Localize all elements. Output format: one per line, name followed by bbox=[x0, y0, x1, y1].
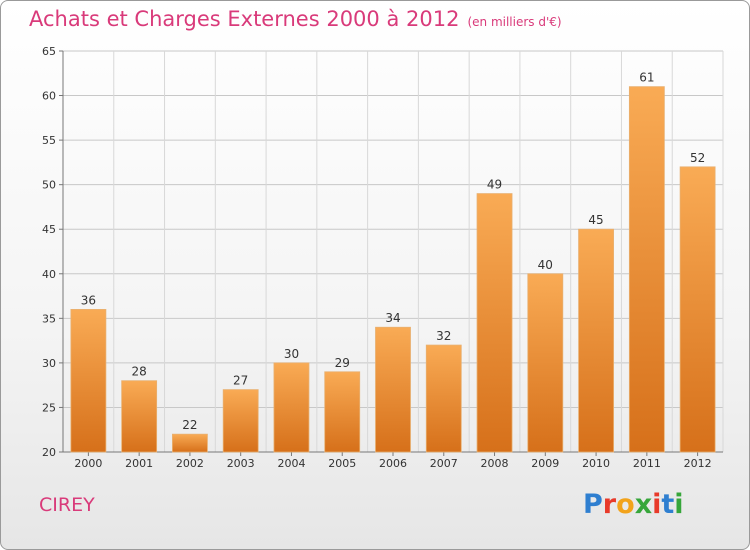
x-tick-label: 2006 bbox=[379, 457, 407, 470]
data-label-2005: 29 bbox=[335, 356, 350, 370]
data-label-2011: 61 bbox=[639, 71, 654, 85]
y-tick-label: 20 bbox=[42, 446, 56, 459]
x-tick-label: 2000 bbox=[74, 457, 102, 470]
proxiti-logo[interactable]: Proxiti bbox=[583, 489, 684, 520]
data-label-2012: 52 bbox=[690, 151, 705, 165]
x-tick-label: 2003 bbox=[227, 457, 255, 470]
x-tick-label: 2005 bbox=[328, 457, 356, 470]
bar-2006 bbox=[375, 326, 411, 453]
y-tick-labels: 20 25 30 35 40 45 50 55 60 65 bbox=[42, 45, 56, 459]
x-tick-label: 2004 bbox=[277, 457, 305, 470]
y-tick-label: 40 bbox=[42, 268, 56, 281]
x-tick-label: 2012 bbox=[684, 457, 712, 470]
y-tick-label: 50 bbox=[42, 179, 56, 192]
bar-2010 bbox=[578, 228, 614, 453]
data-label-2010: 45 bbox=[588, 213, 603, 227]
x-tick-label: 2010 bbox=[582, 457, 610, 470]
data-label-2001: 28 bbox=[132, 365, 147, 379]
x-tick-labels: 2000 2001 2002 2003 2004 2005 2006 2007 2008 2009… bbox=[74, 457, 711, 470]
x-tick-label: 2008 bbox=[481, 457, 509, 470]
bar-2001 bbox=[121, 380, 158, 453]
bar-2002 bbox=[172, 433, 208, 453]
data-labels: 36 28 22 27 30 29 34 32 49 40 45 61 52 bbox=[81, 71, 706, 433]
data-label-2003: 27 bbox=[233, 374, 248, 388]
logo-letter: i bbox=[652, 489, 662, 520]
y-tick-label: 25 bbox=[42, 401, 56, 414]
logo-letter: t bbox=[661, 489, 675, 520]
y-tick-label: 60 bbox=[42, 90, 56, 103]
data-label-2009: 40 bbox=[538, 258, 553, 272]
data-label-2000: 36 bbox=[81, 293, 96, 307]
bar-2009 bbox=[527, 273, 564, 453]
x-tick-label: 2001 bbox=[125, 457, 153, 470]
bar-2007 bbox=[425, 344, 462, 453]
logo-letter: i bbox=[674, 489, 684, 520]
commune-name: CIREY bbox=[39, 494, 95, 516]
y-tick-label: 30 bbox=[42, 357, 56, 370]
x-tick-label: 2009 bbox=[531, 457, 559, 470]
y-tick-label: 45 bbox=[42, 223, 56, 236]
bar-2012 bbox=[679, 166, 716, 453]
bar-2011 bbox=[628, 86, 665, 453]
bar-2003 bbox=[222, 389, 259, 453]
y-tick-label: 35 bbox=[42, 312, 56, 325]
bar-2000 bbox=[70, 309, 107, 453]
logo-letter: P bbox=[583, 489, 603, 520]
logo-letter: o bbox=[616, 489, 635, 520]
y-tick-label: 55 bbox=[42, 134, 56, 147]
logo-letter: x bbox=[634, 489, 653, 520]
logo-letter: r bbox=[602, 489, 617, 520]
bar-2005 bbox=[324, 371, 361, 453]
data-label-2007: 32 bbox=[436, 329, 451, 343]
bar-2004 bbox=[273, 362, 310, 453]
data-label-2008: 49 bbox=[487, 178, 502, 192]
chart-title-text: Achats et Charges Externes 2000 à 2012 bbox=[29, 7, 460, 31]
data-label-2006: 34 bbox=[385, 311, 400, 325]
chart-unit: (en milliers d'€) bbox=[467, 15, 562, 29]
data-label-2002: 22 bbox=[182, 418, 197, 432]
y-tick-label: 65 bbox=[42, 45, 56, 58]
chart-title: Achats et Charges Externes 2000 à 2012 (e… bbox=[29, 7, 562, 31]
x-tick-label: 2002 bbox=[176, 457, 204, 470]
data-label-2004: 30 bbox=[284, 347, 299, 361]
x-tick-label: 2007 bbox=[430, 457, 458, 470]
x-tick-label: 2011 bbox=[633, 457, 661, 470]
bar-2008 bbox=[476, 193, 513, 453]
bars bbox=[70, 86, 716, 453]
